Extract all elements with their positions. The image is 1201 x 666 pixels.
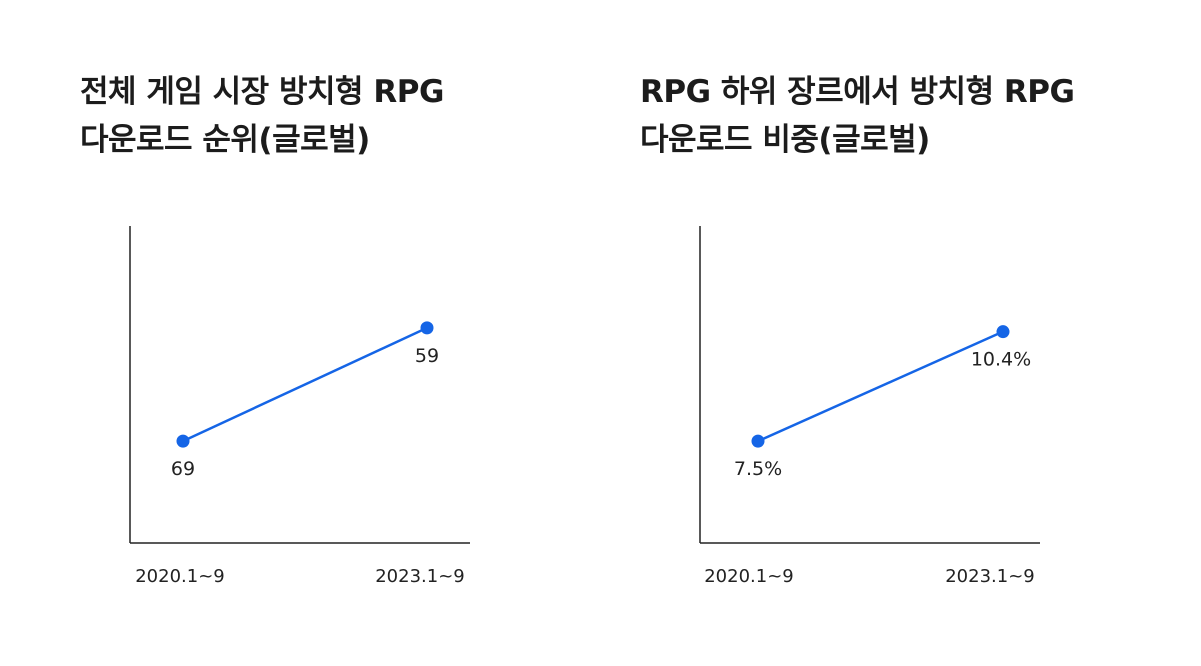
line-chart-download-share: 7.5% 10.4% 2020.1~9 2023.1~9 [699, 226, 1040, 587]
x-tick-label: 2020.1~9 [704, 566, 794, 587]
x-tick-label: 2020.1~9 [135, 566, 225, 587]
chart-title: RPG 하위 장르에서 방치형 RPG 다운로드 비중(글로벌) [640, 68, 1075, 164]
line-chart-download-rank: 69 59 2020.1~9 2023.1~9 [129, 226, 470, 587]
data-point-2023.1~9 [420, 321, 434, 335]
data-label: 7.5% [734, 458, 782, 480]
data-point-2023.1~9 [996, 325, 1010, 339]
chart-title-line-1: RPG 하위 장르에서 방치형 RPG [640, 74, 1075, 110]
data-label: 10.4% [971, 349, 1031, 371]
chart-title: 전체 게임 시장 방치형 RPG 다운로드 순위(글로벌) [80, 68, 444, 164]
series-line [757, 330, 1004, 443]
data-label: 69 [171, 458, 195, 480]
chart-title-line-2: 다운로드 비중(글로벌) [640, 122, 930, 158]
series-line [182, 326, 428, 443]
chart-panel-download-rank: 전체 게임 시장 방치형 RPG 다운로드 순위(글로벌) 69 59 2020.1… [0, 0, 600, 666]
chart-title-line-2: 다운로드 순위(글로벌) [80, 122, 370, 158]
data-point-2020.1~9 [751, 434, 765, 448]
x-tick-label: 2023.1~9 [375, 566, 465, 587]
chart-title-line-1: 전체 게임 시장 방치형 RPG [80, 74, 444, 110]
data-label: 59 [415, 345, 439, 367]
chart-panel-download-share: RPG 하위 장르에서 방치형 RPG 다운로드 비중(글로벌) 7.5% 10.… [600, 0, 1200, 666]
data-point-2020.1~9 [176, 434, 190, 448]
x-tick-label: 2023.1~9 [945, 566, 1035, 587]
